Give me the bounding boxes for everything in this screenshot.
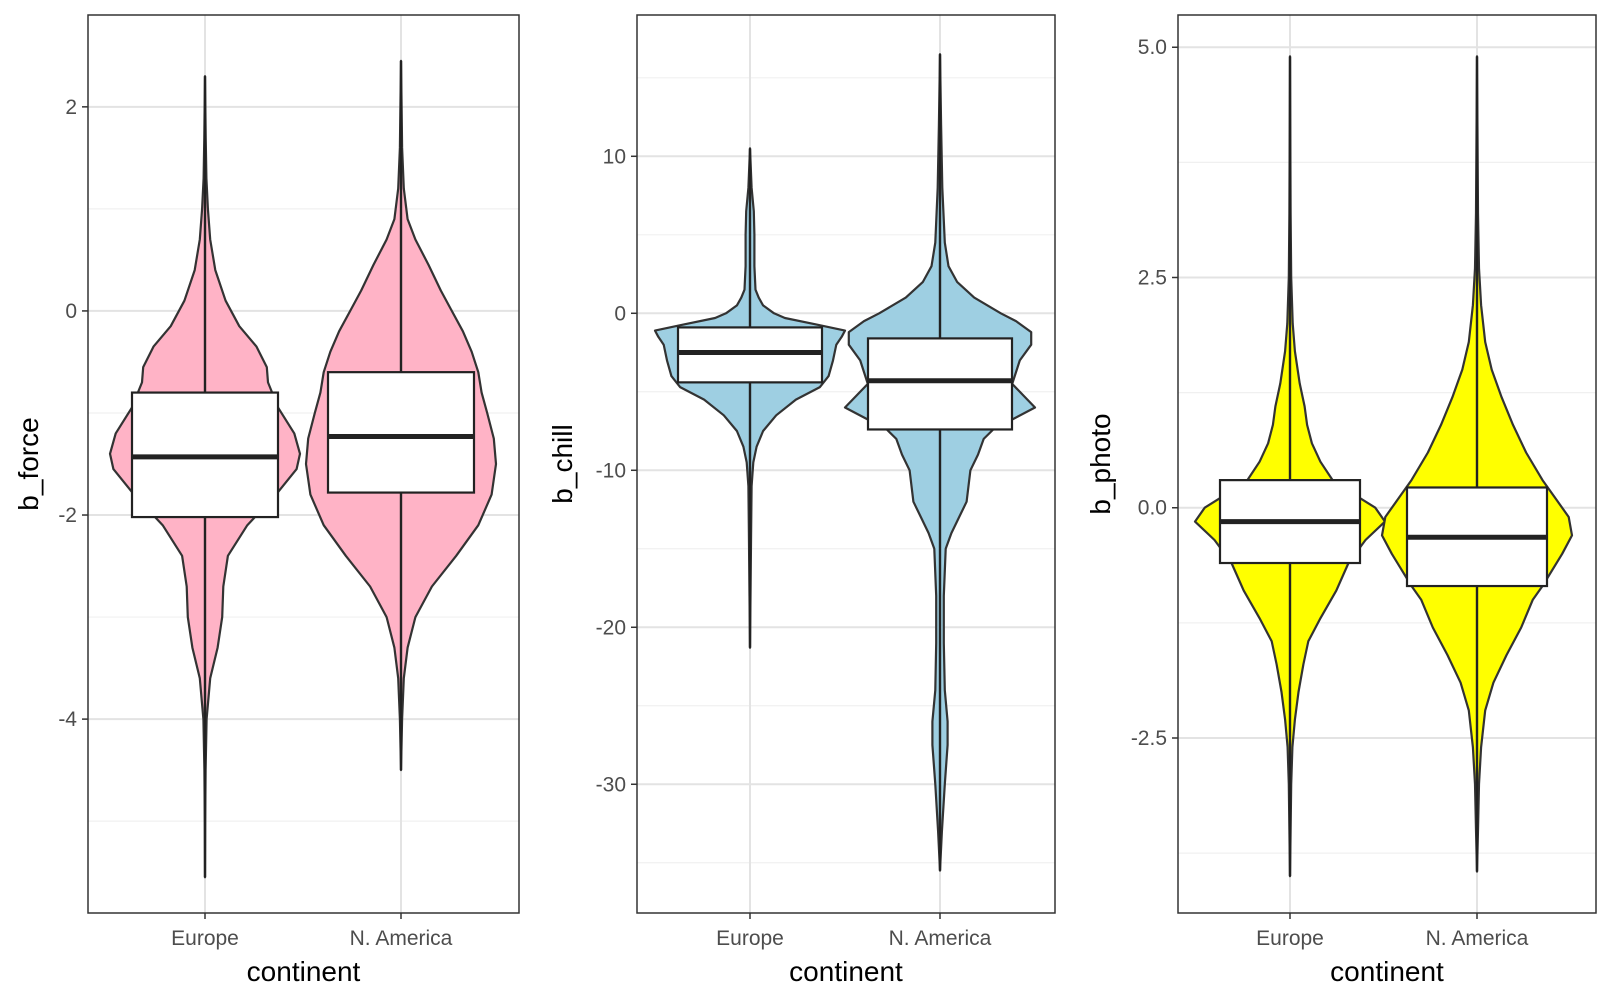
panel-border xyxy=(1177,14,1597,914)
x-tick-label: N. America xyxy=(350,927,453,950)
y-tick-label: -4 xyxy=(58,708,77,731)
y-tick-label: -20 xyxy=(596,616,626,639)
y-tick-label: 2.5 xyxy=(1138,266,1167,289)
x-tick-label: Europe xyxy=(1256,927,1324,950)
chart-panel-2: 10 0 -10 -20 -30 Europe N. America continent b_c… xyxy=(547,14,1056,987)
y-tick-label: -2.5 xyxy=(1131,727,1167,750)
box-iqr xyxy=(866,337,1014,431)
chart-panel-1: 2 0 -2 -4 Europe N. America continent b_force xyxy=(13,14,520,987)
y-tick-label: 10 xyxy=(603,145,626,168)
y-axis-title: b_chill xyxy=(547,424,578,503)
x-tick-label: N. America xyxy=(889,927,992,950)
plot-background xyxy=(637,15,1055,913)
y-tick-label: -10 xyxy=(596,459,626,482)
x-axis-title: continent xyxy=(247,956,361,987)
y-tick-label: 2 xyxy=(65,96,77,119)
y-axis-title: b_force xyxy=(13,417,44,510)
y-tick-label: -2 xyxy=(58,504,77,527)
y-tick-label: 5.0 xyxy=(1138,36,1167,59)
x-axis-title: continent xyxy=(789,956,903,987)
x-tick-label: N. America xyxy=(1426,927,1529,950)
y-tick-label: 0 xyxy=(65,300,77,323)
chart-panel-3: 5.0 2.5 0.0 -2.5 Europe N. America continent b_… xyxy=(1085,14,1597,987)
x-axis-title: continent xyxy=(1330,956,1444,987)
box-iqr xyxy=(326,371,476,494)
y-tick-label: -30 xyxy=(596,773,626,796)
x-tick-label: Europe xyxy=(171,927,239,950)
y-tick-label: 0 xyxy=(614,302,626,325)
panel-border xyxy=(87,14,520,914)
y-tick-label: 0.0 xyxy=(1138,497,1167,520)
panel-border xyxy=(636,14,1056,914)
y-axis-title: b_photo xyxy=(1085,413,1116,514)
x-tick-label: Europe xyxy=(716,927,784,950)
